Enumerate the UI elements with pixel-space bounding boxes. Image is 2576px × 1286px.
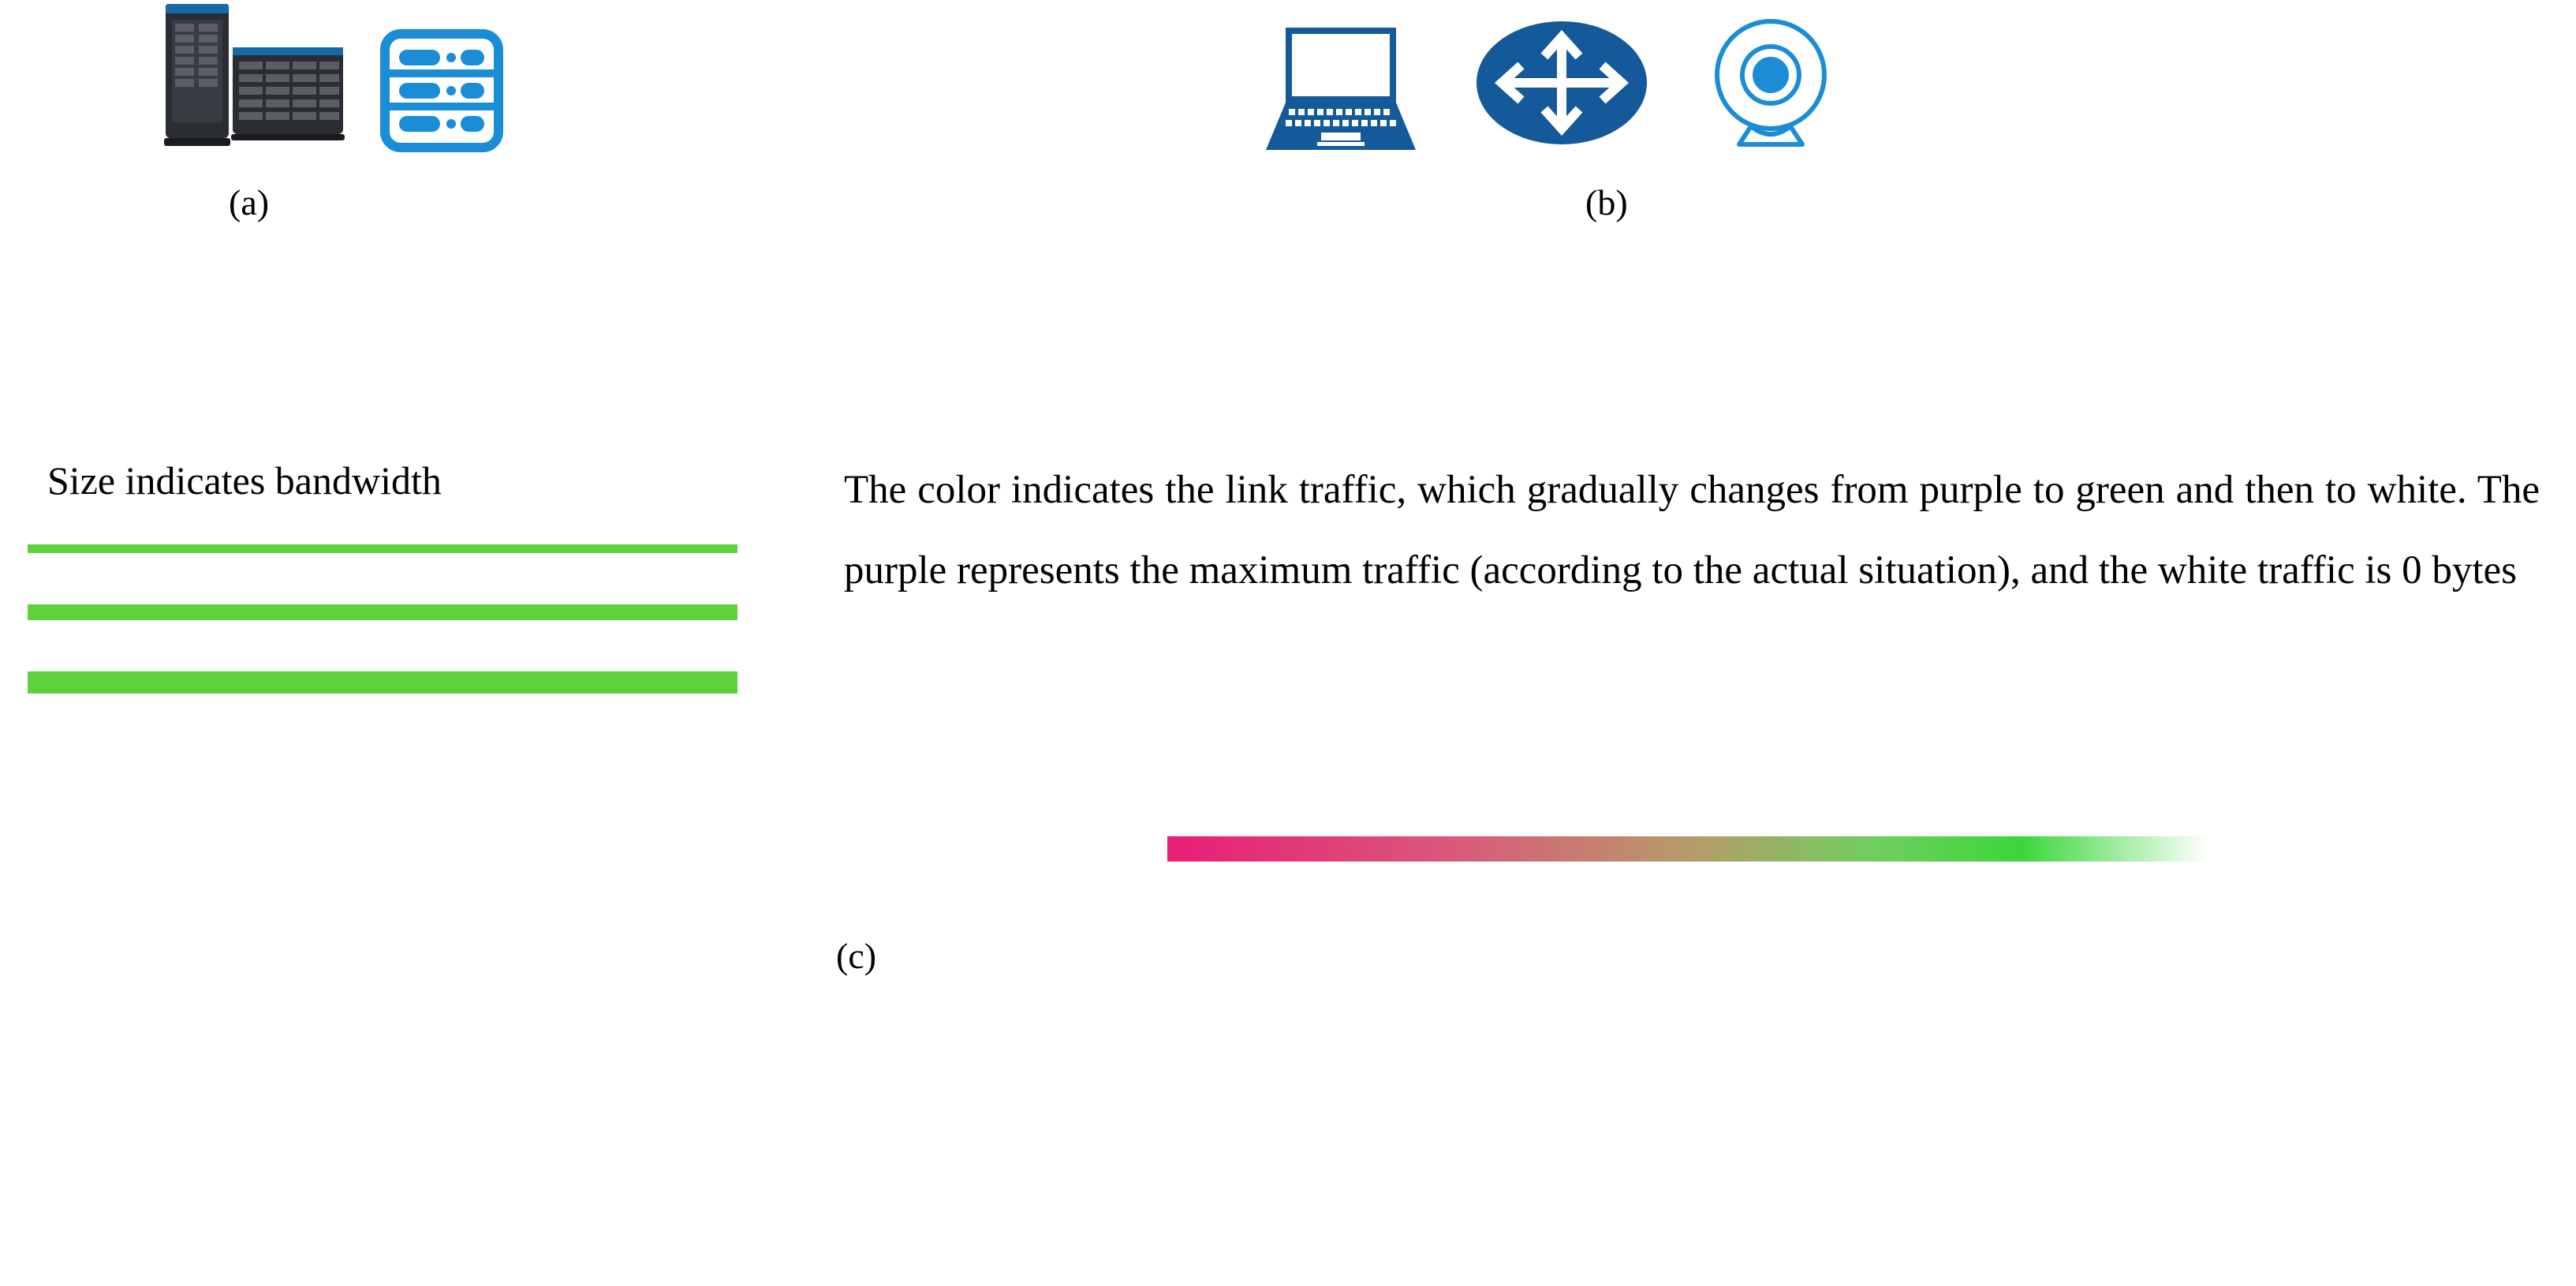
server-photo-placeholder [142,0,347,158]
laptop-icon [1262,24,1420,150]
router-icon [1475,20,1648,146]
server-rack-icon [379,28,505,154]
server-photo-svg [142,0,347,158]
traffic-color-description: The color indicates the link traffic, wh… [844,450,2540,611]
panel-a-label: (a) [229,181,269,223]
panel-b-label: (b) [1585,181,1628,223]
traffic-gradient-bar [1167,836,2208,862]
bandwidth-lines-group [28,544,737,718]
bandwidth-line-1 [28,544,737,553]
server-rack-svg [379,28,505,154]
bandwidth-line-3 [28,671,737,693]
webcam-icon [1704,16,1838,150]
bandwidth-title: Size indicates bandwidth [47,458,442,503]
bandwidth-line-2 [28,604,737,620]
panel-c-label: (c) [836,935,876,977]
